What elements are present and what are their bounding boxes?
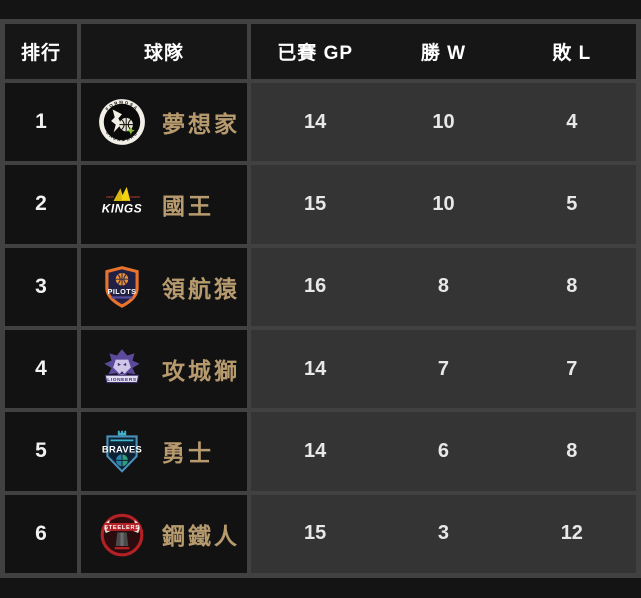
stats-cell: 14 7 7 [251, 330, 636, 409]
svg-text:TAIPEI: TAIPEI [130, 195, 140, 199]
team-column-header: 球隊 [81, 24, 247, 79]
team-name: 夢想家 [162, 111, 240, 138]
rank-cell: 4 [5, 330, 77, 409]
losses-value: 7 [566, 357, 578, 380]
team-cell: BRAVES 勇士 [81, 412, 247, 491]
team-cell: PILOTS 領航猿 [81, 247, 247, 326]
stats-column-header: 已賽 GP 勝 W 敗 L [251, 24, 636, 79]
gp-value: 14 [304, 439, 327, 462]
gp-value: 15 [304, 522, 327, 545]
team-name: 國王 [162, 193, 214, 220]
standings-table: 排行 球隊 已賽 GP 勝 W 敗 L 1 FORMOSA DREAMERS 夢… [0, 19, 641, 578]
gp-column-header: 已賽 GP [277, 43, 354, 64]
steelers-logo-icon: STEELERS [100, 513, 144, 557]
svg-text:PILOTS: PILOTS [108, 287, 137, 296]
wins-column-header: 勝 W [420, 43, 467, 64]
stats-cell: 14 10 4 [251, 83, 636, 162]
gp-value: 14 [304, 357, 327, 380]
losses-value: 8 [566, 439, 578, 462]
wins-value: 3 [437, 522, 450, 545]
dreamers-logo-icon: FORMOSA DREAMERS [99, 99, 145, 146]
wins-value: 10 [432, 110, 455, 133]
gp-value: 16 [304, 275, 327, 298]
wins-value: 7 [437, 357, 450, 380]
team-cell: NEW TAIPEI KINGS 國王 [81, 165, 247, 244]
team-cell: FORMOSA DREAMERS 夢想家 [81, 83, 247, 162]
team-cell: LIONEERS 攻城獅 [81, 330, 247, 409]
svg-text:NEW: NEW [106, 195, 113, 199]
stats-cell: 14 6 8 [251, 412, 636, 491]
wins-value: 10 [432, 192, 455, 215]
braves-logo-icon: BRAVES [102, 431, 142, 474]
kings-logo-icon: NEW TAIPEI KINGS [102, 187, 143, 216]
team-name: 鋼鐵人 [162, 522, 240, 549]
svg-text:BRAVES: BRAVES [102, 445, 142, 455]
gp-value: 15 [304, 192, 327, 215]
losses-column-header: 敗 L [552, 43, 592, 64]
team-name: 攻城獅 [162, 358, 240, 385]
rank-cell: 2 [5, 165, 77, 244]
wins-value: 8 [437, 275, 450, 298]
rank-column-header: 排行 [5, 24, 77, 79]
team-name: 領航猿 [162, 275, 240, 302]
gp-value: 14 [304, 110, 327, 133]
rank-cell: 3 [5, 247, 77, 326]
lioneers-logo-icon: LIONEERS [104, 349, 140, 384]
stats-cell: 15 3 12 [251, 494, 636, 573]
rank-cell: 6 [5, 494, 77, 573]
team-cell: STEELERS 鋼鐵人 [81, 494, 247, 573]
losses-value: 4 [566, 110, 578, 133]
team-name: 勇士 [162, 440, 214, 467]
rank-cell: 1 [5, 83, 77, 162]
wins-value: 6 [437, 439, 450, 462]
svg-text:KINGS: KINGS [102, 202, 143, 216]
pilots-logo-icon: PILOTS [105, 265, 139, 308]
rank-cell: 5 [5, 412, 77, 491]
losses-value: 8 [566, 275, 578, 298]
svg-text:STEELERS: STEELERS [104, 525, 139, 531]
svg-text:LIONEERS: LIONEERS [107, 377, 136, 383]
stats-cell: 16 8 8 [251, 247, 636, 326]
losses-value: 5 [566, 192, 578, 215]
losses-value: 12 [560, 522, 583, 545]
stats-cell: 15 10 5 [251, 165, 636, 244]
